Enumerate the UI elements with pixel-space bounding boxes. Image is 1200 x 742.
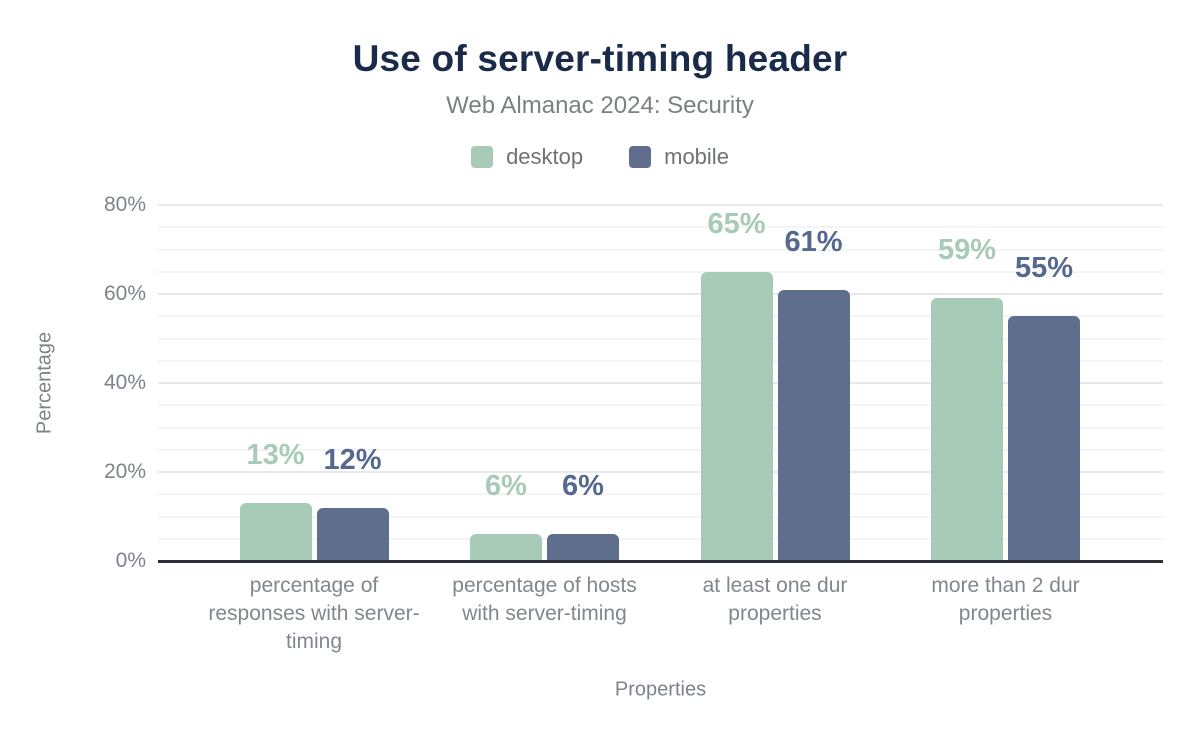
mobile-bar[interactable] <box>1008 316 1080 561</box>
chart-subtitle: Web Almanac 2024: Security <box>446 92 754 119</box>
mobile-value-label: 61% <box>784 225 843 258</box>
minor-gridline <box>158 493 1163 496</box>
desktop-value-label: 6% <box>485 470 527 503</box>
minor-gridline <box>158 448 1163 451</box>
x-axis-line <box>158 559 1163 563</box>
mobile-value-label: 12% <box>323 443 382 476</box>
major-gridline <box>158 204 1163 206</box>
desktop-value-label: 59% <box>937 234 997 267</box>
category-label: percentage of responses with server-timi… <box>208 574 420 653</box>
y-tick-label: 80% <box>103 193 146 216</box>
category-label: at least one dur properties <box>702 574 848 625</box>
minor-gridline <box>158 226 1163 229</box>
legend-label-mobile: mobile <box>664 144 729 169</box>
y-tick-label: 0% <box>115 549 146 572</box>
desktop-value-label: 65% <box>707 207 766 240</box>
legend-label-desktop: desktop <box>506 144 584 169</box>
legend-item-mobile[interactable]: mobile <box>629 144 729 170</box>
mobile-legend-swatch-icon <box>629 146 652 168</box>
major-gridline <box>158 382 1163 384</box>
mobile-value-label: 6% <box>562 470 604 503</box>
mobile-bar[interactable] <box>316 507 389 561</box>
major-gridline <box>158 471 1163 473</box>
chart-legend: desktop mobile <box>0 144 1200 170</box>
y-tick-label: 20% <box>103 460 146 483</box>
desktop-value-label: 13% <box>246 439 305 472</box>
legend-item-desktop[interactable]: desktop <box>471 144 583 170</box>
mobile-bar[interactable] <box>777 289 850 561</box>
desktop-bar[interactable] <box>470 534 542 561</box>
minor-gridline <box>158 404 1163 407</box>
minor-gridline <box>158 315 1163 318</box>
chart-title: Use of server-timing header <box>352 38 848 79</box>
x-axis-title: Properties <box>614 678 707 701</box>
mobile-bar[interactable] <box>547 534 619 561</box>
minor-gridline <box>158 426 1163 429</box>
category-label: more than 2 dur properties <box>931 574 1080 625</box>
desktop-bar[interactable] <box>931 298 1003 561</box>
minor-gridline <box>158 248 1163 251</box>
minor-gridline <box>158 515 1163 518</box>
mobile-value-label: 55% <box>1014 252 1074 285</box>
desktop-bar[interactable] <box>700 271 773 561</box>
category-label: percentage of hosts with server-timing <box>452 574 637 625</box>
desktop-legend-swatch-icon <box>471 146 494 168</box>
minor-gridline <box>158 359 1163 362</box>
minor-gridline <box>158 337 1163 340</box>
desktop-bar[interactable] <box>239 503 312 561</box>
minor-gridline <box>158 537 1163 540</box>
y-tick-label: 40% <box>103 371 146 394</box>
y-tick-label: 60% <box>103 282 146 305</box>
y-axis-title: Percentage <box>33 331 56 435</box>
minor-gridline <box>158 270 1163 273</box>
major-gridline <box>158 293 1163 295</box>
